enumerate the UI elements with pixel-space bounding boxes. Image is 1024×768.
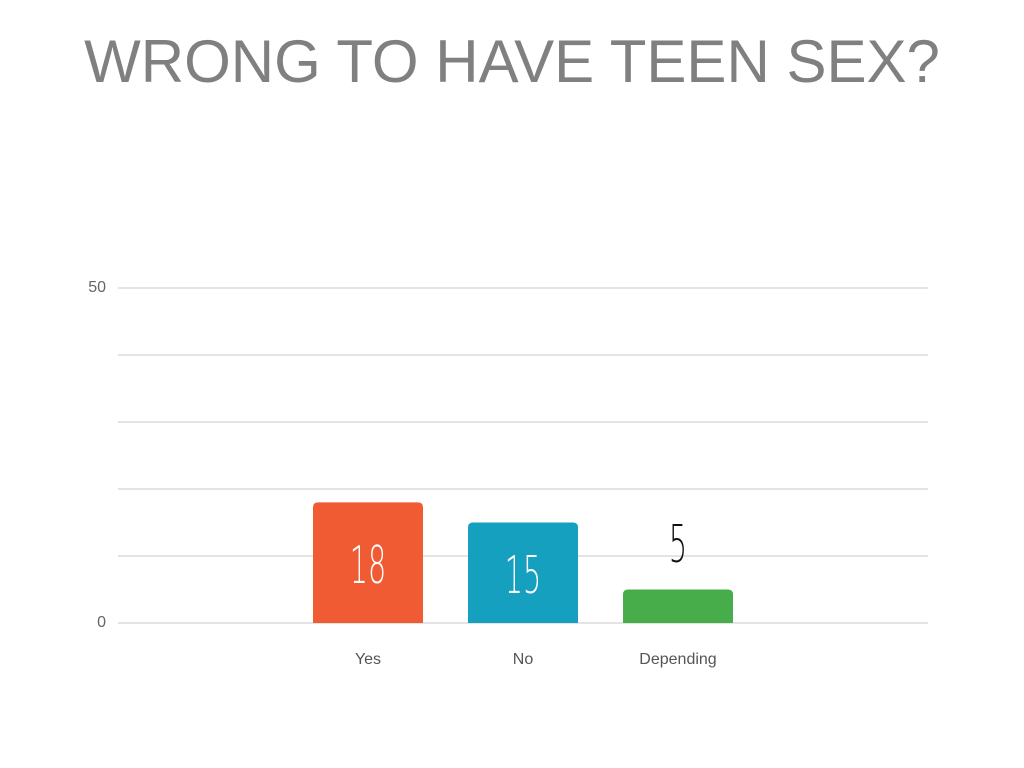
bar <box>313 502 423 623</box>
y-tick-label: 50 <box>88 279 106 296</box>
value-label: 15 <box>505 545 541 606</box>
bar <box>623 589 733 623</box>
x-tick-label: Yes <box>355 651 381 668</box>
x-tick-label: No <box>513 651 534 668</box>
value-label: 5 <box>669 513 687 574</box>
bar <box>468 522 578 623</box>
chart-title: WRONG TO HAVE TEEN SEX? <box>84 28 940 95</box>
x-tick-label: Depending <box>639 651 716 668</box>
y-tick-label: 0 <box>97 614 106 631</box>
value-label: 18 <box>350 535 386 596</box>
